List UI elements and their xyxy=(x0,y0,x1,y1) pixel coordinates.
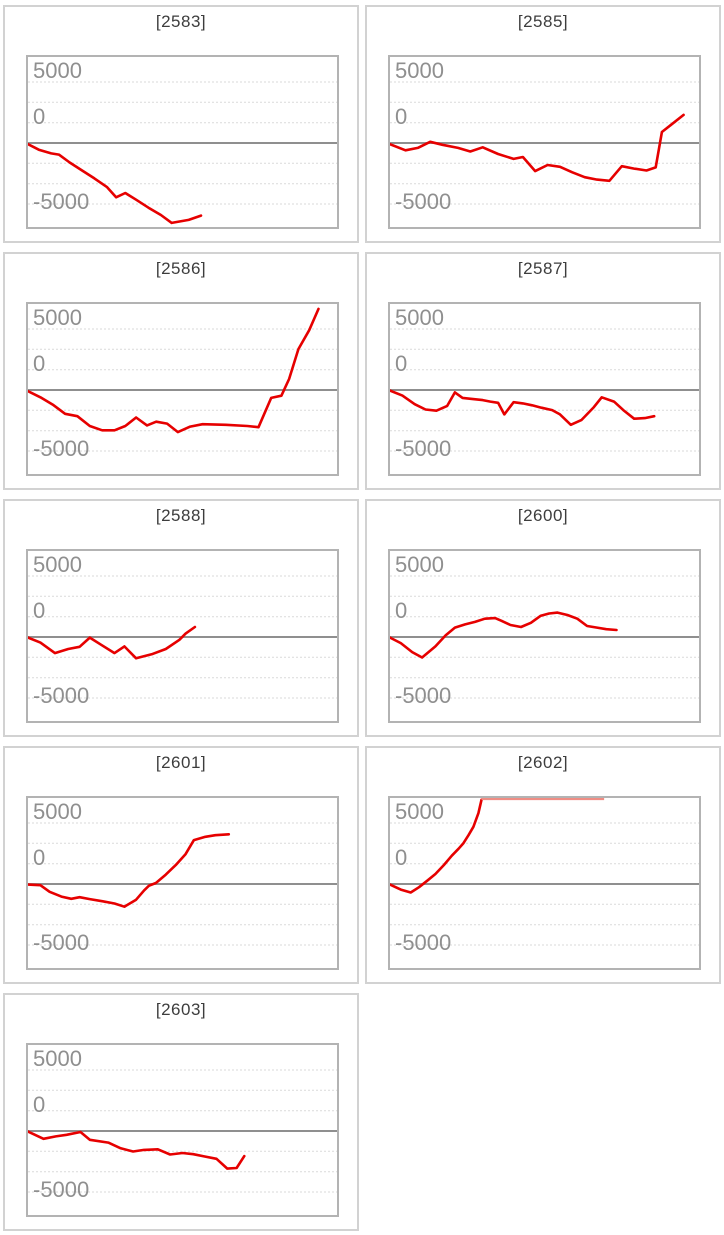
machine-graph-card: [2583] 5000 0 -5000 xyxy=(3,5,359,243)
series-line xyxy=(390,389,656,427)
plot-area: 5000 0 -5000 xyxy=(26,549,339,723)
ytick-5000: 5000 xyxy=(395,799,444,824)
ytick-0: 0 xyxy=(33,1092,46,1117)
line-chart xyxy=(28,575,337,699)
machine-number-title: [2587] xyxy=(517,259,569,278)
line-chart xyxy=(28,81,337,225)
ytick-neg5000: -5000 xyxy=(33,683,90,708)
machine-number-title: [2602] xyxy=(517,753,569,772)
plot-area: 5000 0 -5000 xyxy=(26,302,339,476)
ytick-neg5000: -5000 xyxy=(33,189,90,214)
series-line xyxy=(28,307,320,434)
ytick-5000: 5000 xyxy=(395,305,444,330)
machine-graph-card: [2602] 5000 0 -5000 xyxy=(365,746,721,984)
line-chart xyxy=(28,1069,337,1193)
ytick-0: 0 xyxy=(33,845,46,870)
series-line xyxy=(28,142,203,225)
machine-number-title: [2586] xyxy=(155,259,207,278)
plot-area: 5000 0 -5000 xyxy=(26,55,339,229)
plot-area: 5000 0 -5000 xyxy=(26,1043,339,1217)
line-chart xyxy=(390,575,699,699)
ytick-0: 0 xyxy=(395,845,408,870)
machine-graph-card: [2588] 5000 0 -5000 xyxy=(3,499,359,737)
ytick-neg5000: -5000 xyxy=(33,930,90,955)
ytick-neg5000: -5000 xyxy=(395,189,452,214)
machine-graph-card: [2587] 5000 0 -5000 xyxy=(365,252,721,490)
ytick-0: 0 xyxy=(33,351,46,376)
machine-graph-card: [2601] 5000 0 -5000 xyxy=(3,746,359,984)
machine-graph-card: [2603] 5000 0 -5000 xyxy=(3,993,359,1231)
ytick-5000: 5000 xyxy=(33,552,82,577)
ytick-neg5000: -5000 xyxy=(395,683,452,708)
ytick-neg5000: -5000 xyxy=(33,1177,90,1202)
ytick-5000: 5000 xyxy=(33,305,82,330)
plot-area: 5000 0 -5000 xyxy=(388,55,701,229)
plot-area: 5000 0 -5000 xyxy=(388,302,701,476)
ytick-5000: 5000 xyxy=(395,58,444,83)
line-chart xyxy=(390,798,699,946)
machine-number-title: [2603] xyxy=(155,1000,207,1019)
ytick-neg5000: -5000 xyxy=(395,436,452,461)
ytick-0: 0 xyxy=(395,598,408,623)
ytick-5000: 5000 xyxy=(33,1046,82,1071)
line-chart xyxy=(28,822,337,946)
machine-number-title: [2588] xyxy=(155,506,207,525)
series-line xyxy=(28,832,231,908)
machine-graph-card: [2586] 5000 0 -5000 xyxy=(3,252,359,490)
machine-graph-card: [2600] 5000 0 -5000 xyxy=(365,499,721,737)
series-line xyxy=(390,611,618,659)
line-chart xyxy=(390,81,699,205)
machine-number-title: [2583] xyxy=(155,12,207,31)
machine-number-title: [2600] xyxy=(517,506,569,525)
series-line xyxy=(390,798,483,894)
ytick-0: 0 xyxy=(395,104,408,129)
line-chart xyxy=(28,307,337,452)
series-line xyxy=(28,625,197,660)
ytick-neg5000: -5000 xyxy=(33,436,90,461)
plot-area: 5000 0 -5000 xyxy=(388,549,701,723)
ytick-neg5000: -5000 xyxy=(395,930,452,955)
ytick-5000: 5000 xyxy=(33,58,82,83)
plot-area: 5000 0 -5000 xyxy=(26,796,339,970)
machine-graph-card: [2585] 5000 0 -5000 xyxy=(365,5,721,243)
series-line xyxy=(390,113,685,183)
machine-number-title: [2585] xyxy=(517,12,569,31)
series-line xyxy=(28,1130,246,1170)
plot-area: 5000 0 -5000 xyxy=(388,796,701,970)
machine-number-title: [2601] xyxy=(155,753,207,772)
line-chart xyxy=(390,328,699,452)
ytick-5000: 5000 xyxy=(33,799,82,824)
ytick-0: 0 xyxy=(33,598,46,623)
ytick-5000: 5000 xyxy=(395,552,444,577)
ytick-0: 0 xyxy=(395,351,408,376)
ytick-0: 0 xyxy=(33,104,46,129)
